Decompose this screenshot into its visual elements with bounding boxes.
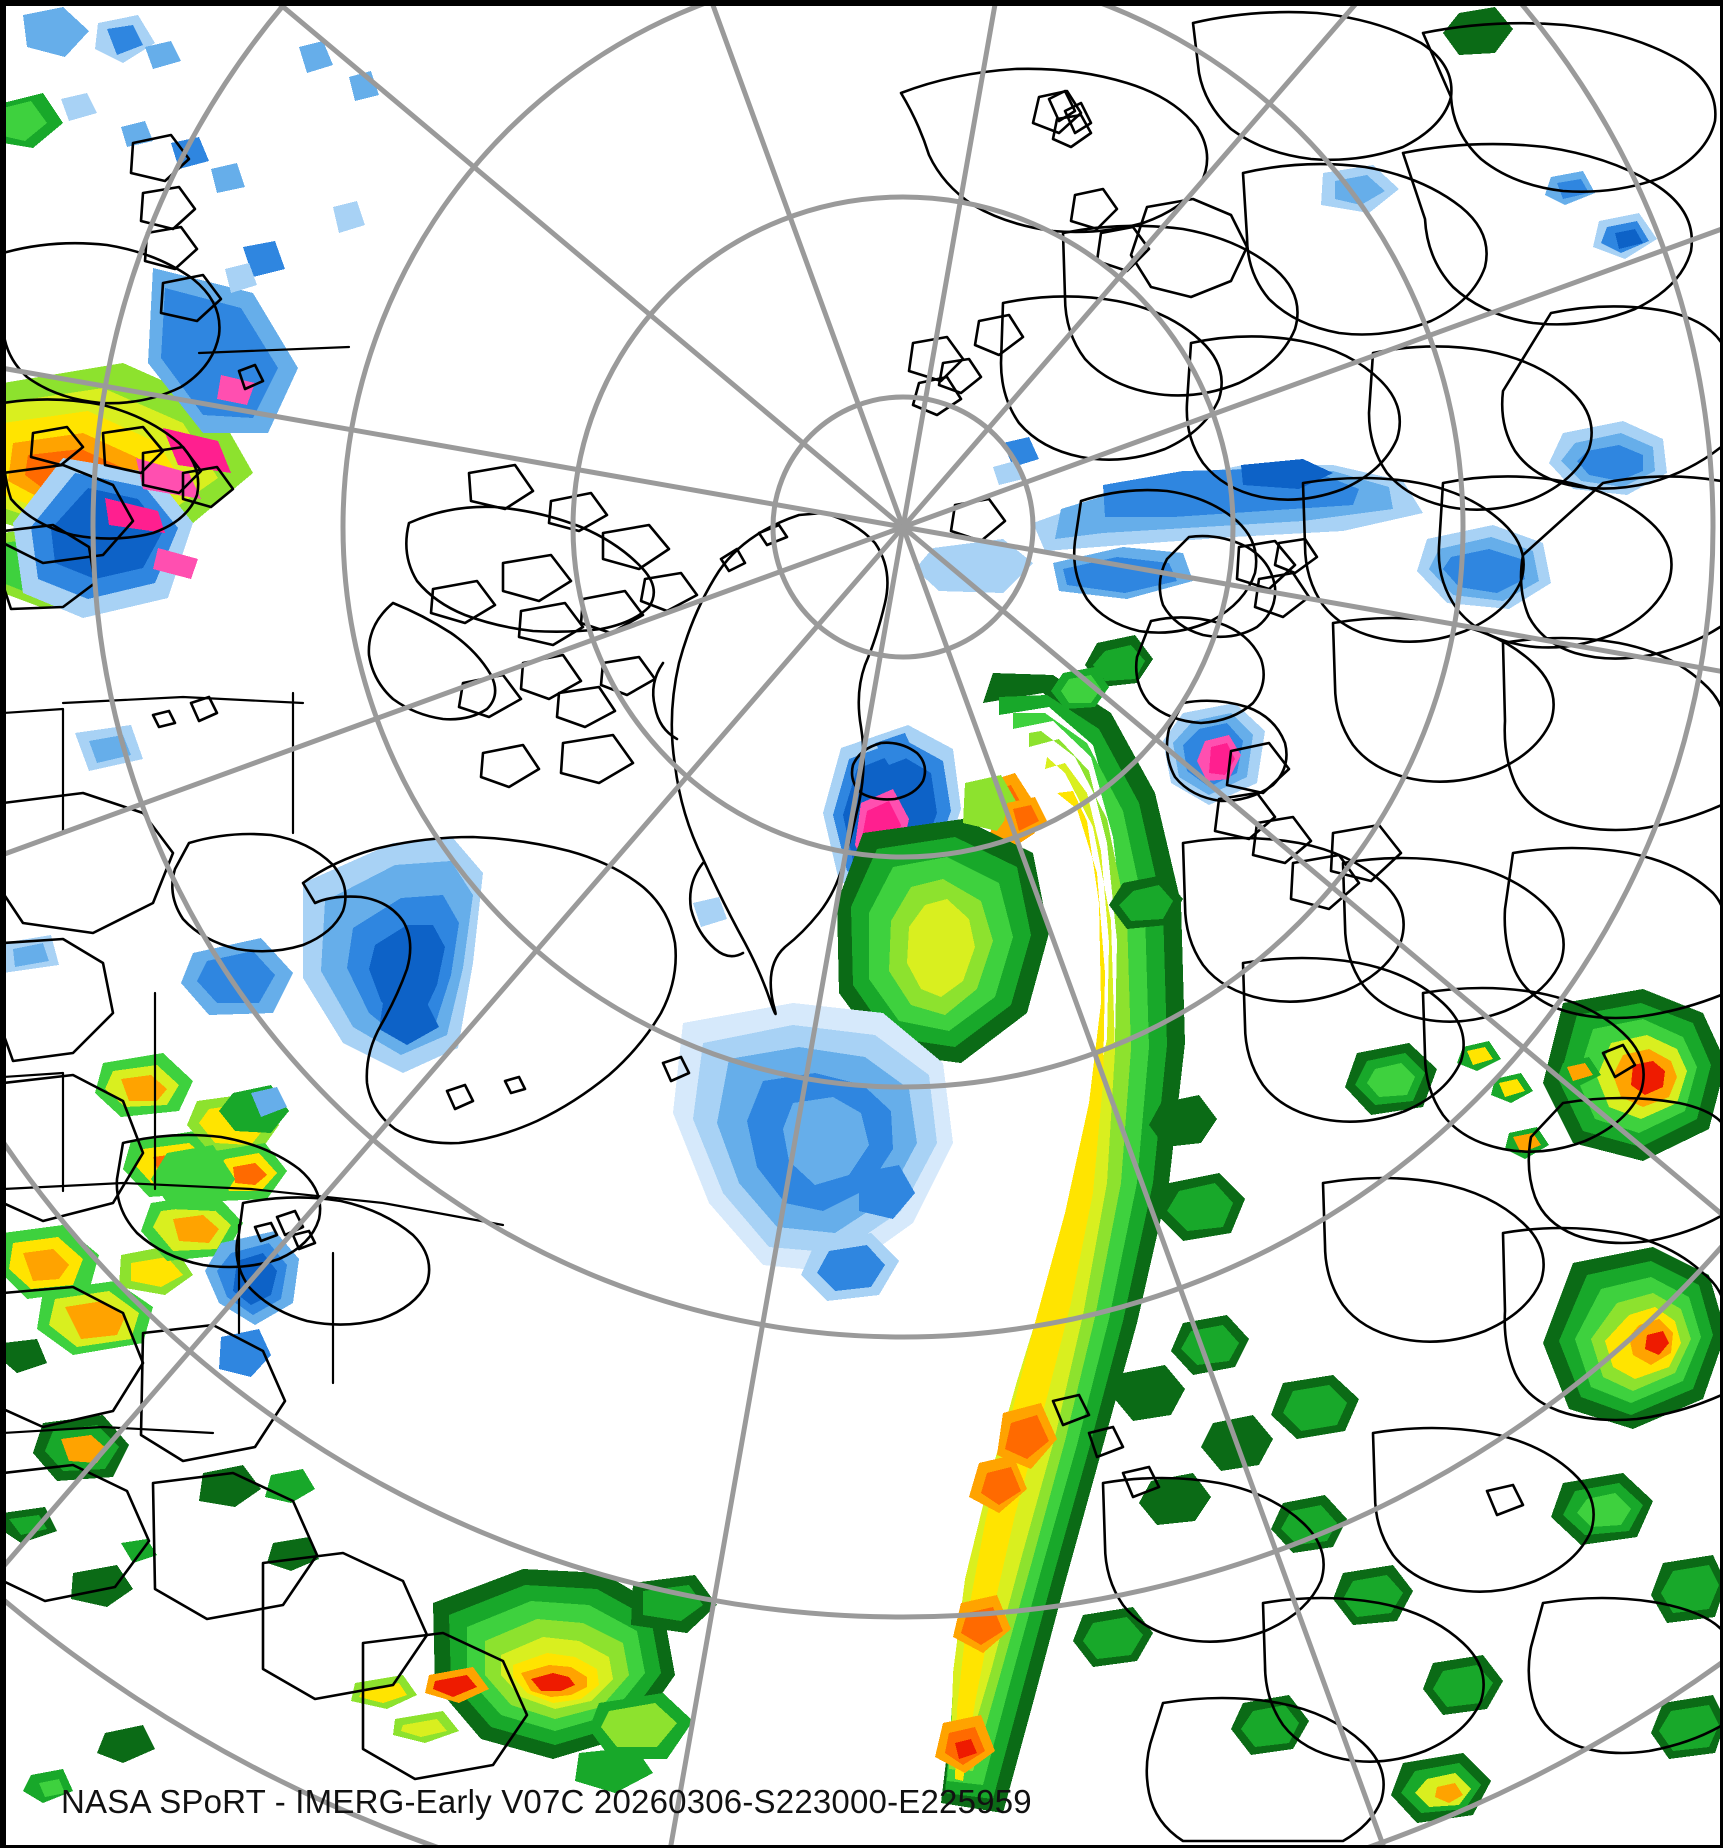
figure-border	[3, 3, 1720, 1845]
precip-hudson-bay-snow	[181, 838, 483, 1073]
latitude-circle-80n	[770, 394, 1036, 660]
graticule-layer	[6, 6, 1720, 1845]
precip-aleutian-storm	[6, 93, 298, 618]
precip-barents-snow	[1417, 421, 1667, 609]
meridian-lines	[6, 6, 1720, 1845]
map-canvas	[3, 3, 1720, 1845]
precip-labrador-snow-field	[673, 1003, 953, 1301]
latitude-circle-60n	[340, 6, 1466, 1090]
precip-east-asia-scattered	[1051, 7, 1720, 1823]
latitude-circle-40n	[6, 1141, 1720, 1620]
figure-caption: NASA SPoRT - IMERG-Early V07C 20260306-S…	[61, 1783, 1032, 1820]
precip-norway-svalbard-snow	[915, 165, 1657, 805]
latitude-circle-70n	[570, 194, 1236, 860]
precip-great-lakes-mix	[6, 1053, 319, 1803]
precipitation-layer	[6, 7, 1720, 1823]
precip-north-atlantic-frontal-band	[837, 673, 1185, 1813]
precip-azores-convection	[351, 1569, 717, 1793]
latitude-circle-50n	[90, 6, 1716, 1340]
